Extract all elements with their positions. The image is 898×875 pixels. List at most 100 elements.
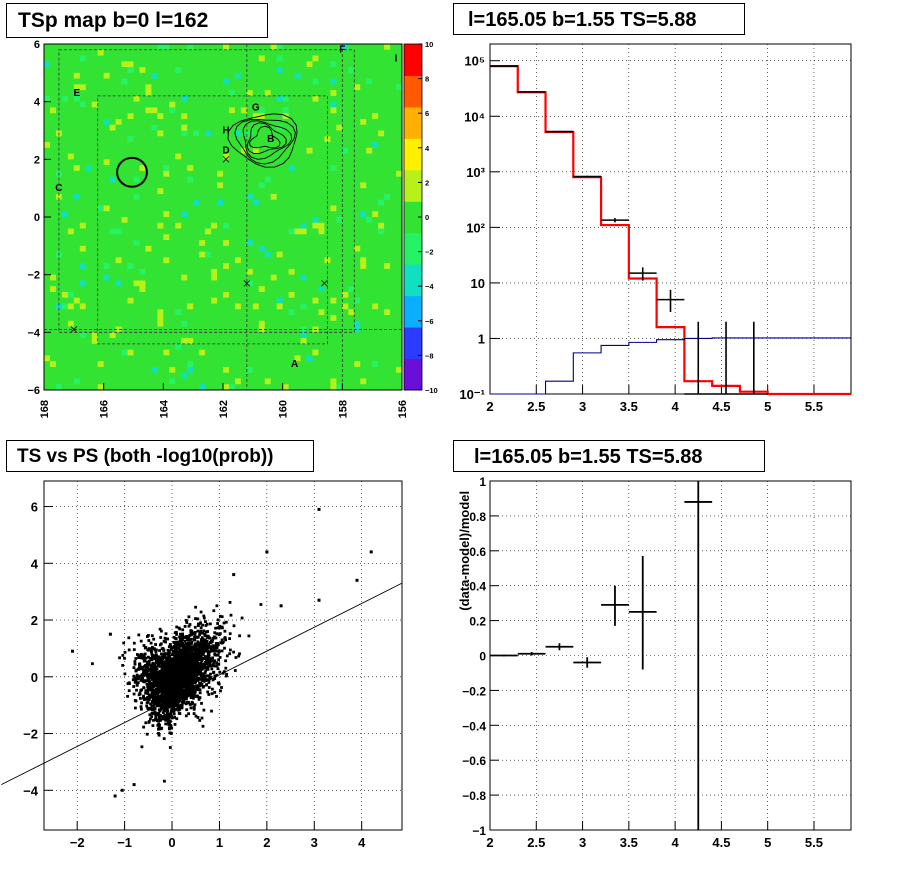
heatmap-cell — [384, 280, 391, 287]
heatmap-cell — [396, 153, 403, 160]
heatmap-cell — [103, 67, 111, 74]
heatmap-cell — [276, 78, 284, 85]
heatmap-cell — [157, 84, 164, 91]
heatmap-cell — [223, 113, 230, 120]
heatmap-cell — [318, 384, 325, 391]
heatmap-cell — [187, 78, 194, 85]
heatmap-cell — [205, 107, 212, 114]
heatmap-cell — [318, 332, 325, 339]
heatmap-cell — [67, 101, 75, 108]
heatmap-cell — [306, 217, 313, 224]
heatmap-cell — [372, 101, 379, 108]
heatmap-cell — [294, 55, 301, 62]
heatmap-cell — [157, 228, 164, 235]
heatmap-cell — [372, 107, 379, 114]
heatmap-cell — [372, 366, 379, 374]
heatmap-cell — [44, 188, 51, 195]
heatmap-cell — [384, 297, 391, 304]
heatmap-cell — [49, 170, 57, 178]
heatmap-cell — [145, 165, 152, 172]
heatmap-cell — [234, 142, 242, 149]
heatmap-cell — [246, 84, 254, 91]
heatmap-cell — [228, 332, 236, 339]
heatmap-cell — [312, 95, 319, 103]
scatter-point — [199, 626, 203, 630]
heatmap-cell — [336, 303, 343, 310]
heatmap-cell — [318, 182, 325, 189]
heatmap-cell — [121, 49, 128, 56]
heatmap-cell — [67, 130, 75, 137]
heatmap-cell — [312, 338, 319, 345]
heatmap-cell — [49, 274, 57, 281]
heatmap-cell — [228, 170, 236, 178]
heatmap-cell — [85, 378, 93, 385]
heatmap-cell — [348, 67, 355, 74]
heatmap-cell — [294, 176, 301, 183]
heatmap-cell — [294, 309, 301, 316]
heatmap-cell — [384, 49, 391, 56]
scatter-point — [146, 669, 150, 673]
heatmap-cell — [181, 378, 188, 385]
heatmap-cell — [300, 95, 307, 103]
colorbar-segment — [404, 327, 422, 360]
heatmap-cell — [288, 217, 295, 224]
heatmap-cell — [384, 67, 391, 74]
heatmap-cell — [330, 159, 337, 166]
heatmap-cell — [199, 234, 206, 241]
heatmap-cell — [217, 372, 224, 379]
heatmap-cell — [223, 303, 230, 310]
heatmap-cell — [187, 193, 194, 201]
heatmap-cell — [121, 257, 128, 264]
heatmap-cell — [145, 44, 152, 51]
heatmap-cell — [246, 222, 254, 229]
heatmap-cell — [234, 176, 242, 183]
heatmap-cell — [73, 176, 81, 183]
heatmap-cell — [360, 228, 367, 235]
heatmap-cell — [79, 274, 87, 281]
heatmap-cell — [91, 228, 99, 235]
scatter-point — [158, 669, 162, 673]
heatmap-cell — [85, 170, 93, 178]
heatmap-cell — [223, 90, 230, 97]
heatmap-cell — [139, 107, 146, 114]
heatmap-cell — [73, 44, 81, 51]
heatmap-cell — [258, 320, 266, 327]
heatmap-cell — [211, 61, 218, 68]
heatmap-cell — [372, 90, 379, 97]
heatmap-cell — [211, 251, 218, 258]
heatmap-cell — [294, 44, 301, 51]
heatmap-cell — [199, 95, 206, 103]
heatmap-cell — [366, 217, 373, 224]
scatter-point — [91, 662, 94, 666]
heatmap-cell — [91, 130, 99, 137]
heatmap-cell — [294, 297, 301, 304]
colorbar-tick-label: −2 — [425, 248, 434, 257]
x-tick-label: 160 — [278, 400, 290, 418]
heatmap-cell — [378, 349, 385, 356]
heatmap-cell — [348, 372, 355, 379]
heatmap-cell — [193, 147, 200, 154]
scatter-point — [210, 692, 214, 696]
heatmap-cell — [348, 263, 355, 270]
heatmap-cell — [133, 211, 140, 218]
heatmap-cell — [270, 268, 278, 276]
heatmap-cell — [336, 286, 343, 293]
heatmap-cell — [354, 182, 361, 189]
heatmap-cell — [49, 147, 57, 154]
heatmap-cell — [306, 361, 313, 368]
heatmap-cell — [73, 49, 81, 56]
heatmap-cell — [133, 315, 140, 322]
heatmap-cell — [169, 234, 176, 241]
heatmap-cell — [73, 78, 81, 85]
heatmap-cell — [228, 222, 236, 229]
heatmap-cell — [187, 84, 194, 91]
heatmap-cell — [44, 349, 51, 356]
heatmap-cell — [378, 72, 385, 79]
heatmap-cell — [240, 217, 248, 224]
heatmap-cell — [73, 349, 81, 356]
heatmap-cell — [103, 55, 111, 62]
heatmap-cell — [67, 44, 75, 51]
heatmap-cell — [187, 159, 194, 166]
heatmap-cell — [300, 343, 307, 351]
heatmap-cell — [228, 182, 236, 189]
